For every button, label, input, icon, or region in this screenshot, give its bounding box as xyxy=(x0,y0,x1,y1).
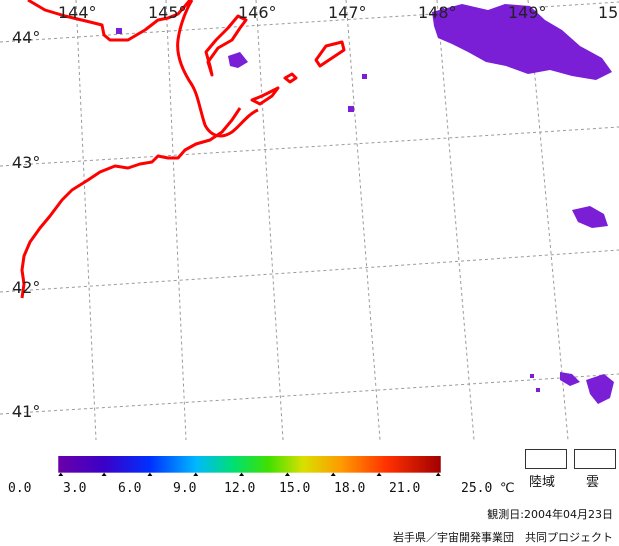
tick-mark-0 xyxy=(58,472,64,476)
tick-mark-18 xyxy=(330,472,336,476)
colorbar-tick-15: 15.0 xyxy=(279,481,311,496)
lat-label-41: 41° xyxy=(12,402,41,421)
lat-line-43 xyxy=(0,126,619,167)
sst-patches xyxy=(116,4,614,404)
colorbar-tick-9: 9.0 xyxy=(173,481,197,496)
tick-mark-25 xyxy=(435,472,441,476)
lon-label-145: 145° xyxy=(148,3,187,22)
tick-mark-9 xyxy=(193,472,199,476)
lon-label-149: 149° xyxy=(508,3,547,22)
cloud-legend-swatch xyxy=(574,449,616,469)
colorbar-tick-12: 12.0 xyxy=(224,481,256,496)
cloud-legend-label: 雲 xyxy=(586,475,600,490)
sst-map xyxy=(0,0,619,440)
lon-line-148 xyxy=(436,0,475,440)
sst-patch-northeast xyxy=(432,4,612,80)
sst-pixel-1 xyxy=(116,28,122,34)
colorbar-ticks xyxy=(58,472,441,476)
lon-label-147: 147° xyxy=(328,3,367,22)
tick-mark-3 xyxy=(101,472,107,476)
tick-mark-6 xyxy=(147,472,153,476)
temperature-unit: ℃ xyxy=(500,481,515,496)
colorbar-tick-21: 21.0 xyxy=(389,481,421,496)
lon-line-144 xyxy=(75,0,97,440)
colorbar-tick-3: 3.0 xyxy=(63,481,87,496)
lat-line-42 xyxy=(0,249,619,293)
sst-pixel-2 xyxy=(348,106,354,112)
sst-pixel-6 xyxy=(440,8,444,12)
observation-date: 観測日:2004年04月23日 xyxy=(487,508,613,521)
sst-pixel-3 xyxy=(362,74,367,79)
lat-label-44: 44° xyxy=(12,28,41,47)
shiretoko-nemuro-coast xyxy=(176,0,259,138)
pacific-coast xyxy=(20,107,242,299)
lon-label-144: 144° xyxy=(58,3,97,22)
sst-patch-southeast-2 xyxy=(586,374,614,404)
land-legend-label: 陸域 xyxy=(529,475,556,490)
lon-label-146: 146° xyxy=(238,3,277,22)
land-legend-swatch xyxy=(525,449,567,469)
lat-line-41 xyxy=(0,373,619,415)
sst-pixel-5 xyxy=(536,388,540,392)
kunashiri-coast xyxy=(204,14,248,77)
project-credit: 岩手県／宇宙開発事業団 共同プロジェクト xyxy=(393,531,613,544)
graticule xyxy=(0,0,619,440)
small-island-a xyxy=(283,72,298,84)
colorbar-tick-18: 18.0 xyxy=(334,481,366,496)
sst-pixel-4 xyxy=(530,374,534,378)
lat-label-43: 43° xyxy=(12,153,41,172)
hokkaido-east-coast xyxy=(27,0,192,42)
tick-mark-12 xyxy=(239,472,245,476)
tick-mark-15 xyxy=(284,472,290,476)
lon-line-149 xyxy=(527,0,569,440)
colorbar-tick-25: 25.0 xyxy=(461,481,493,496)
colorbar-tick-6: 6.0 xyxy=(118,481,142,496)
lon-line-147 xyxy=(345,0,381,440)
etorofu-coast xyxy=(314,40,346,68)
lat-label-42: 42° xyxy=(12,278,41,297)
lon-line-146 xyxy=(255,0,284,440)
sst-patch-east xyxy=(572,206,608,228)
shikotan-coast xyxy=(250,86,280,106)
lat-line-44 xyxy=(0,1,619,43)
tick-mark-21 xyxy=(376,472,382,476)
lon-line-145 xyxy=(165,0,187,440)
colorbar-gradient xyxy=(58,456,441,473)
lon-label-150: 15 xyxy=(598,3,619,22)
temperature-colorbar xyxy=(58,456,441,476)
colorbar-tick-0: 0.0 xyxy=(8,481,32,496)
coastline xyxy=(20,0,508,299)
sst-patch-southeast-1 xyxy=(560,372,580,386)
lon-label-148: 148° xyxy=(418,3,457,22)
sst-patch-kunashiri xyxy=(228,52,248,68)
